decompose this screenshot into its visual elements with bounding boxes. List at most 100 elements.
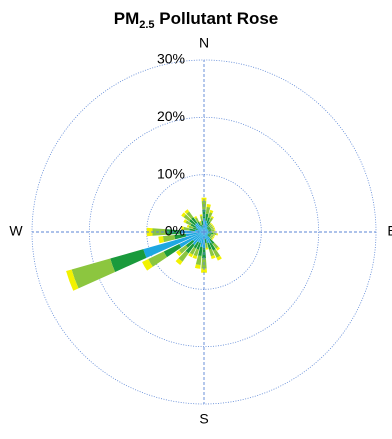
wedge (188, 252, 194, 258)
wedge (210, 215, 214, 219)
wedge (178, 245, 188, 254)
wedge (181, 226, 184, 230)
wedge (213, 227, 216, 230)
wedge (183, 214, 191, 222)
wedge (212, 232, 217, 236)
wedge (189, 219, 196, 226)
wedge (199, 214, 203, 217)
wedge (197, 229, 204, 232)
wedge (195, 226, 204, 232)
wedge (208, 223, 212, 227)
wedge (158, 236, 164, 244)
wedge (204, 232, 209, 235)
title-main: PM (114, 9, 140, 28)
wedge (197, 221, 202, 227)
wedge (163, 243, 182, 258)
wedge (211, 229, 215, 232)
wedge (189, 247, 197, 255)
wedge (194, 264, 201, 269)
wedge (178, 250, 189, 262)
wedge (181, 212, 186, 218)
wedge (206, 204, 211, 208)
wedge (210, 255, 216, 260)
wedge (212, 249, 221, 258)
wedge (174, 233, 187, 240)
wedge (216, 233, 218, 236)
wedge (194, 224, 204, 232)
wedge (186, 211, 194, 219)
wedge (200, 225, 204, 232)
direction-label: E (387, 223, 392, 239)
radial-tick-label: 0% (165, 223, 185, 239)
wedge (191, 217, 198, 224)
wedge (205, 243, 208, 248)
wedge (205, 247, 209, 250)
wedge (204, 232, 212, 244)
wedge (184, 209, 190, 214)
wedge (212, 242, 219, 249)
wedge (188, 225, 194, 229)
wedge (207, 233, 211, 237)
chart-title: PM2.5 Pollutant Rose (114, 9, 279, 30)
wedge (176, 250, 182, 256)
wedge (152, 228, 167, 236)
wedge (179, 232, 204, 248)
wedge (204, 225, 208, 232)
wedge (209, 224, 213, 228)
wedge (185, 220, 192, 226)
wedge (210, 235, 214, 238)
wedge (190, 223, 197, 229)
wedge (206, 225, 210, 229)
wedge (142, 258, 153, 271)
title-rest: Pollutant Rose (155, 9, 279, 28)
wedge (148, 251, 168, 267)
wedge (204, 223, 208, 232)
wedge (213, 234, 216, 237)
wedge (208, 217, 214, 223)
wedge (204, 232, 208, 236)
radial-tick-label: 10% (157, 165, 185, 181)
wedge (209, 232, 214, 235)
wedge (208, 228, 212, 231)
radial-tick-label: 30% (157, 51, 185, 67)
wedge (194, 217, 200, 223)
wedge (200, 224, 203, 228)
wedge (146, 227, 153, 237)
wedge (205, 213, 209, 221)
wedge (202, 232, 206, 249)
wedge (208, 230, 212, 232)
wedge (183, 219, 187, 224)
wedge (210, 234, 214, 237)
wedge (204, 232, 209, 244)
wedge (204, 228, 208, 232)
wedge (192, 232, 204, 246)
wedge (66, 269, 79, 291)
wedge (71, 258, 116, 289)
wedge (204, 228, 208, 232)
wedge (216, 246, 220, 251)
direction-label: N (199, 35, 209, 51)
wedge (199, 220, 202, 223)
wedge (195, 255, 202, 266)
wedge (204, 229, 209, 232)
wedge (204, 238, 207, 244)
wedge (202, 209, 206, 219)
wedge (186, 224, 190, 228)
wedge (210, 227, 214, 230)
wedge (202, 227, 204, 232)
wedge (185, 232, 204, 237)
wedge (204, 220, 207, 232)
wedge (211, 238, 214, 240)
wedge (207, 226, 211, 230)
wedge (206, 221, 211, 227)
wedge (183, 226, 190, 231)
wedge (208, 248, 215, 257)
wedge (209, 238, 215, 245)
wedge (207, 227, 211, 231)
direction-label: W (9, 223, 23, 239)
wedge (207, 242, 212, 250)
wedge (200, 216, 203, 221)
wedge (199, 222, 202, 226)
